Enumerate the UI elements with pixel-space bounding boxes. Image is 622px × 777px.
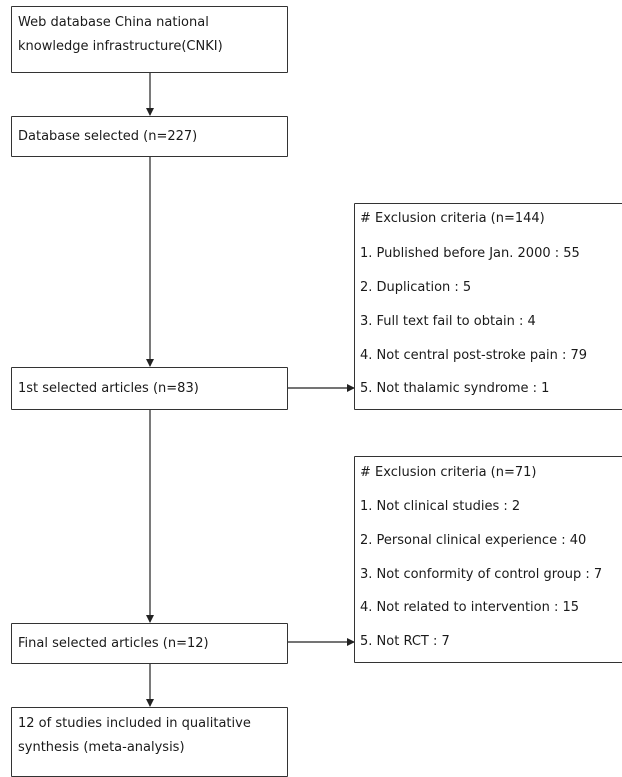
source-text: Web database China national knowledge in… bbox=[18, 11, 283, 59]
exclusion-2-item-5: 5. Not RCT : 7 bbox=[360, 634, 450, 649]
exclusion-1-item-1: 1. Published before Jan. 2000 : 55 bbox=[360, 246, 580, 261]
first-selected-label: 1st selected articles (n=83) bbox=[18, 380, 199, 396]
database-selected-box: Database selected (n=227) bbox=[11, 116, 288, 157]
exclusion-2-item-4: 4. Not related to intervention : 15 bbox=[360, 600, 580, 615]
exclusion-1-item-3: 3. Full text fail to obtain : 4 bbox=[360, 314, 536, 329]
exclusion-box-2: # Exclusion criteria (n=71) 1. Not clini… bbox=[354, 456, 622, 663]
included-box: 12 of studies included in qualitative sy… bbox=[11, 707, 288, 777]
exclusion-2-item-1: 1. Not clinical studies : 2 bbox=[360, 499, 521, 514]
included-line-2: synthesis (meta-analysis) bbox=[18, 740, 185, 755]
included-line-1: 12 of studies included in qualitative bbox=[18, 716, 251, 731]
exclusion-2-title: # Exclusion criteria (n=71) bbox=[360, 465, 537, 480]
exclusion-2-item-2: 2. Personal clinical experience : 40 bbox=[360, 533, 587, 548]
exclusion-2-item-3: 3. Not conformity of control group : 7 bbox=[360, 567, 603, 582]
exclusion-1-item-4: 4. Not central post-stroke pain : 79 bbox=[360, 348, 588, 363]
database-selected-label: Database selected (n=227) bbox=[18, 128, 198, 144]
exclusion-1-item-2: 2. Duplication : 5 bbox=[360, 280, 472, 295]
exclusion-box-1: # Exclusion criteria (n=144) 1. Publishe… bbox=[354, 203, 622, 410]
final-selected-box: Final selected articles (n=12) bbox=[11, 623, 288, 664]
exclusion-1-title: # Exclusion criteria (n=144) bbox=[360, 211, 545, 226]
included-text: 12 of studies included in qualitative sy… bbox=[18, 712, 283, 760]
source-box: Web database China national knowledge in… bbox=[11, 6, 288, 73]
source-line-1: Web database China national bbox=[18, 15, 209, 30]
exclusion-1-item-5: 5. Not thalamic syndrome : 1 bbox=[360, 381, 550, 396]
first-selected-box: 1st selected articles (n=83) bbox=[11, 367, 288, 410]
source-line-2: knowledge infrastructure(CNKI) bbox=[18, 39, 223, 54]
final-selected-label: Final selected articles (n=12) bbox=[18, 635, 209, 651]
